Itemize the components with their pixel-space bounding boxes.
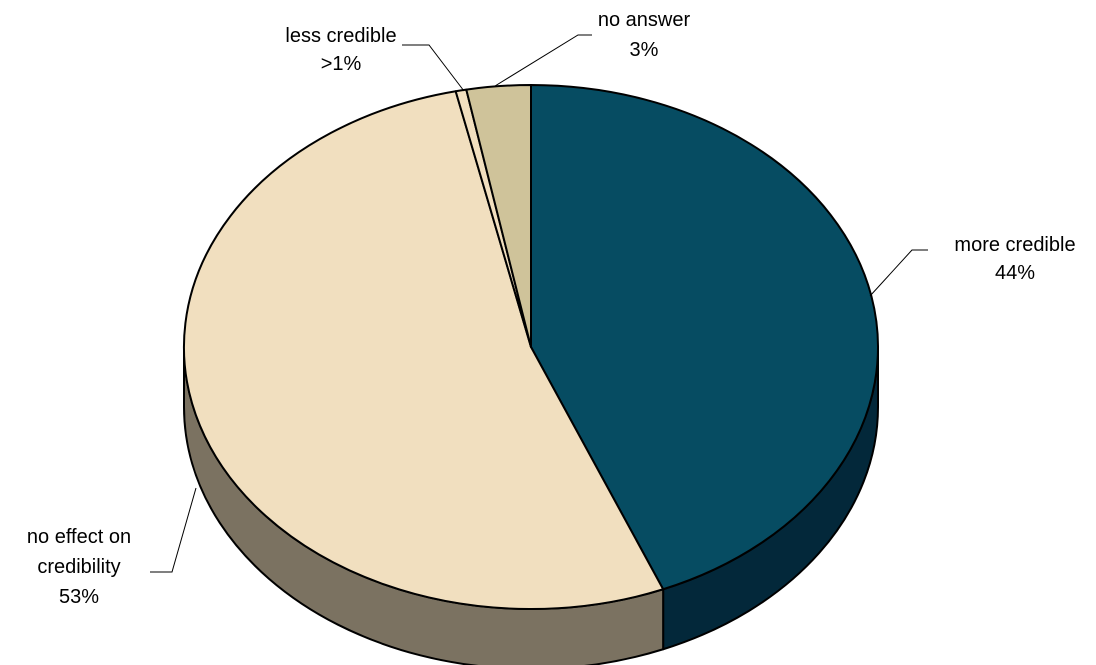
slice-value-less-credible: >1% <box>321 53 362 75</box>
slice-value-no-effect: 53% <box>59 586 99 608</box>
pie-slices <box>183 84 879 611</box>
leader-line-no-effect-on-credibility <box>150 487 197 573</box>
slice-label-no-answer: no answer <box>598 9 691 31</box>
slice-label-no-effect-line1: no effect on <box>27 526 131 548</box>
leader-line-no-answer <box>494 34 592 87</box>
pie-slice-no-effect-on-credibility <box>183 90 665 611</box>
leader-line-less-credible <box>402 44 465 92</box>
pie-slice-no-answer <box>465 84 532 348</box>
slice-label-more-credible: more credible <box>954 234 1075 256</box>
label-leader-lines <box>150 34 928 573</box>
slice-value-no-answer: 3% <box>630 39 659 61</box>
slice-label-no-effect-line2: credibility <box>37 556 120 578</box>
leader-line-more-credible <box>869 249 928 297</box>
slice-label-less-credible: less credible <box>285 25 396 47</box>
pie-slice-more-credible <box>530 84 879 591</box>
slice-value-more-credible: 44% <box>995 262 1035 284</box>
